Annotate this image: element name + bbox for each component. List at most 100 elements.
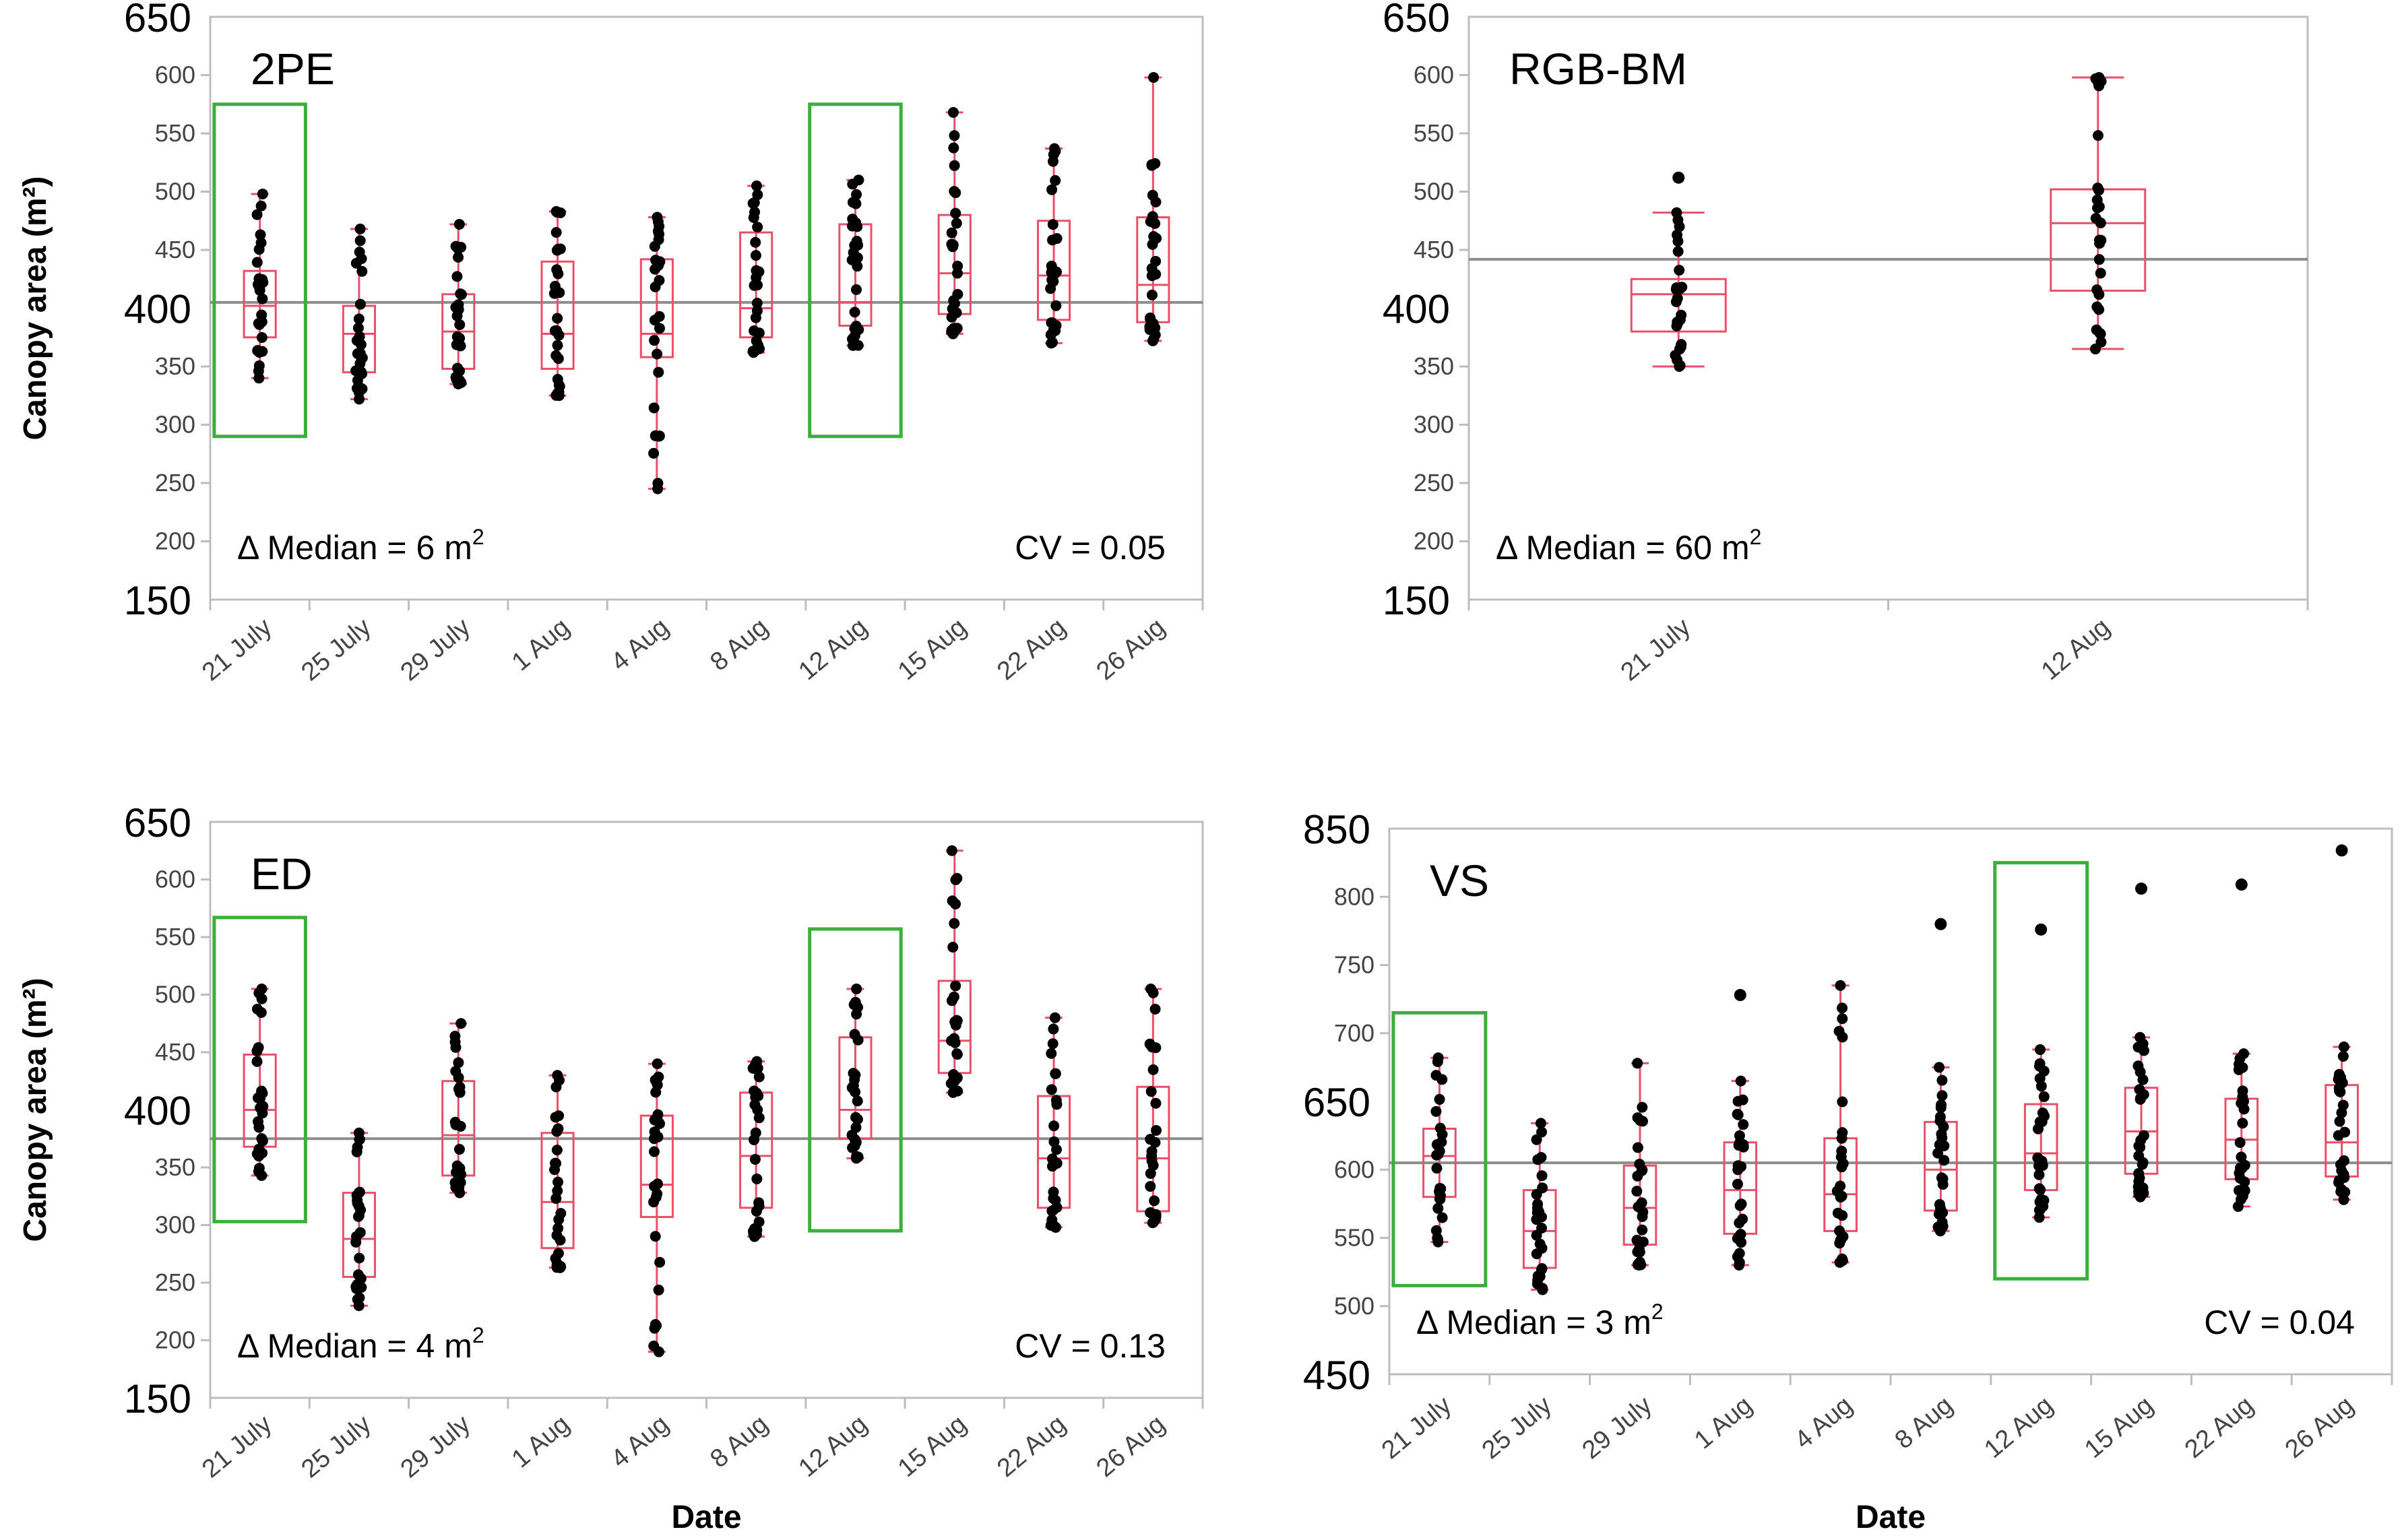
data-point bbox=[1150, 1124, 1162, 1136]
y-tick-label: 250 bbox=[1414, 469, 1454, 496]
data-point bbox=[2234, 1185, 2245, 1196]
y-tick-label-major: 650 bbox=[1383, 0, 1450, 40]
y-tick-label: 500 bbox=[1334, 1292, 1374, 1320]
data-point bbox=[1936, 1090, 1948, 1101]
data-point bbox=[1147, 1064, 1159, 1075]
data-point bbox=[750, 250, 761, 261]
data-point bbox=[2138, 1045, 2149, 1056]
data-point bbox=[649, 240, 660, 252]
data-point bbox=[1532, 1154, 1544, 1165]
data-point bbox=[455, 1169, 467, 1180]
data-point bbox=[552, 1176, 564, 1188]
y-tick-label-major: 150 bbox=[1383, 578, 1450, 623]
data-point bbox=[1837, 1013, 1848, 1025]
data-point bbox=[354, 247, 365, 258]
data-point bbox=[1050, 1194, 1061, 1206]
data-point bbox=[1150, 269, 1162, 280]
data-point bbox=[1738, 1119, 1749, 1130]
data-point bbox=[1049, 1221, 1061, 1232]
data-point bbox=[747, 197, 759, 209]
highlight-box bbox=[212, 916, 307, 1223]
data-point bbox=[255, 200, 267, 212]
data-point bbox=[947, 106, 959, 118]
data-point bbox=[1837, 1210, 1848, 1221]
data-point bbox=[1146, 1146, 1158, 1157]
data-point bbox=[652, 478, 664, 489]
x-tick-label: 4 Aug bbox=[1790, 1391, 1858, 1455]
box-26-aug bbox=[1136, 983, 1170, 1229]
data-point bbox=[2132, 1060, 2144, 1072]
data-point bbox=[2034, 1072, 2046, 1084]
data-point bbox=[2037, 1107, 2048, 1118]
data-point bbox=[951, 323, 963, 334]
data-point bbox=[553, 1110, 565, 1122]
data-point bbox=[1837, 1002, 1848, 1014]
data-point bbox=[850, 198, 862, 210]
data-point bbox=[354, 1227, 366, 1238]
delta-median-annotation: Δ Median = 3 m2 bbox=[1416, 1300, 1664, 1341]
y-tick-label-major: 850 bbox=[1303, 807, 1370, 852]
y-tick-label: 500 bbox=[155, 981, 195, 1008]
outlier-point bbox=[1734, 989, 1746, 1002]
data-point bbox=[1937, 1173, 1949, 1184]
y-tick-label: 350 bbox=[1414, 352, 1454, 380]
data-point bbox=[1049, 1012, 1061, 1023]
data-point bbox=[753, 1216, 765, 1227]
box-12-aug bbox=[838, 174, 873, 351]
data-point bbox=[1434, 1190, 1446, 1201]
data-point bbox=[452, 375, 464, 386]
data-point bbox=[253, 1041, 264, 1053]
delta-median-annotation: Δ Median = 4 m2 bbox=[237, 1323, 484, 1365]
data-point bbox=[453, 251, 464, 263]
data-point bbox=[847, 214, 858, 225]
data-point bbox=[455, 1177, 466, 1188]
box-4-aug bbox=[639, 1058, 674, 1357]
data-point bbox=[1637, 1207, 1649, 1218]
y-tick-label: 200 bbox=[155, 527, 195, 555]
data-point bbox=[749, 1134, 760, 1145]
data-point bbox=[1934, 1111, 1946, 1122]
x-tick-label: 21 July bbox=[1377, 1391, 1457, 1465]
x-axis-title: Date bbox=[671, 1500, 741, 1535]
data-point bbox=[354, 1134, 365, 1145]
data-point bbox=[1674, 265, 1685, 276]
data-point bbox=[652, 1188, 663, 1200]
plot-frame bbox=[1467, 15, 2309, 601]
data-point bbox=[648, 402, 660, 414]
data-point bbox=[1634, 1158, 1645, 1169]
x-tick-label: 29 July bbox=[396, 1410, 476, 1484]
data-point bbox=[2336, 1107, 2347, 1118]
data-point bbox=[1834, 1225, 1845, 1237]
data-point bbox=[354, 331, 365, 342]
data-point bbox=[1145, 1181, 1156, 1192]
data-point bbox=[2091, 284, 2103, 296]
data-point bbox=[356, 265, 368, 277]
data-point bbox=[251, 209, 263, 220]
data-point bbox=[1047, 219, 1058, 230]
box-8-aug bbox=[739, 1056, 773, 1242]
highlight-box bbox=[808, 927, 903, 1233]
data-point bbox=[253, 1122, 265, 1133]
data-point bbox=[1675, 342, 1686, 353]
x-tick-label: 21 July bbox=[197, 613, 277, 687]
data-point bbox=[2135, 1142, 2146, 1153]
data-point bbox=[1050, 1095, 1062, 1106]
data-point bbox=[2338, 1041, 2349, 1052]
data-point bbox=[852, 239, 864, 251]
data-point bbox=[251, 1148, 263, 1159]
data-point bbox=[753, 1197, 765, 1209]
data-point bbox=[257, 1108, 268, 1119]
data-point bbox=[948, 1068, 959, 1080]
data-point bbox=[554, 1074, 565, 1086]
data-point bbox=[653, 366, 664, 378]
data-point bbox=[2137, 1074, 2149, 1085]
box-1-aug bbox=[540, 1070, 575, 1273]
data-point bbox=[356, 352, 368, 364]
data-point bbox=[253, 1163, 265, 1174]
data-point bbox=[952, 1085, 963, 1097]
data-point bbox=[1936, 1099, 1947, 1110]
y-tick-label: 700 bbox=[1334, 1019, 1374, 1047]
data-point bbox=[652, 1058, 663, 1070]
x-tick-label: 15 Aug bbox=[893, 613, 972, 686]
y-tick-label: 300 bbox=[155, 411, 195, 439]
